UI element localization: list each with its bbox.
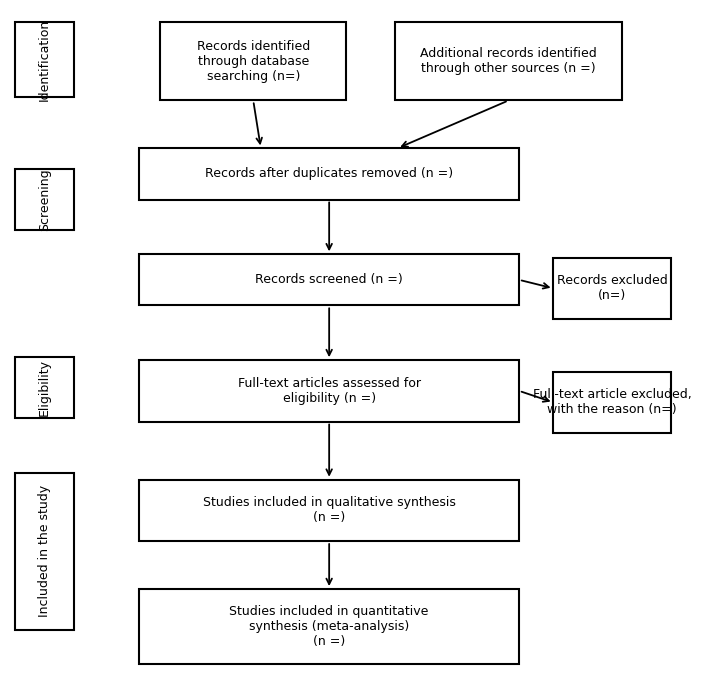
- FancyBboxPatch shape: [140, 589, 519, 664]
- FancyBboxPatch shape: [15, 169, 74, 230]
- Text: Records screened (n =): Records screened (n =): [255, 273, 403, 286]
- Text: Eligibility: Eligibility: [38, 359, 51, 416]
- Text: Identification: Identification: [38, 19, 51, 101]
- FancyBboxPatch shape: [15, 357, 74, 418]
- Text: Records after duplicates removed (n =): Records after duplicates removed (n =): [205, 167, 453, 180]
- Text: Full-text article excluded,
with the reason (n=): Full-text article excluded, with the rea…: [532, 388, 691, 416]
- FancyBboxPatch shape: [15, 22, 74, 97]
- FancyBboxPatch shape: [140, 480, 519, 541]
- Text: Records identified
through database
searching (n=): Records identified through database sear…: [196, 40, 310, 83]
- FancyBboxPatch shape: [160, 22, 347, 100]
- Text: Additional records identified
through other sources (n =): Additional records identified through ot…: [420, 47, 597, 75]
- Text: Studies included in qualitative synthesis
(n =): Studies included in qualitative synthesi…: [203, 497, 456, 524]
- Text: Full-text articles assessed for
eligibility (n =): Full-text articles assessed for eligibil…: [238, 377, 420, 405]
- Text: Studies included in quantitative
synthesis (meta-analysis)
(n =): Studies included in quantitative synthes…: [230, 605, 429, 648]
- FancyBboxPatch shape: [15, 473, 74, 630]
- Text: Records excluded
(n=): Records excluded (n=): [557, 274, 667, 303]
- FancyBboxPatch shape: [554, 372, 671, 433]
- Text: Screening: Screening: [38, 168, 51, 230]
- FancyBboxPatch shape: [395, 22, 623, 100]
- FancyBboxPatch shape: [140, 360, 519, 422]
- FancyBboxPatch shape: [554, 258, 671, 319]
- Text: Included in the study: Included in the study: [38, 485, 51, 617]
- FancyBboxPatch shape: [140, 148, 519, 200]
- FancyBboxPatch shape: [140, 255, 519, 305]
